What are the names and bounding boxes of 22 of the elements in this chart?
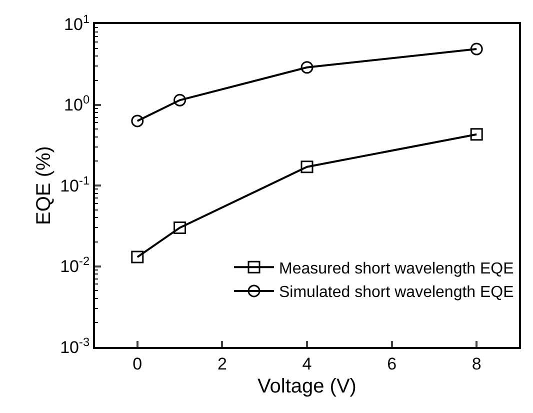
x-tick-label: 8 bbox=[472, 354, 482, 374]
y-axis-title: EQE (%) bbox=[33, 146, 56, 225]
point bbox=[131, 114, 144, 128]
point bbox=[470, 42, 483, 56]
y-tick-label: 10$^{1}$ bbox=[64, 12, 90, 34]
x-tick-label: 6 bbox=[387, 354, 397, 374]
point bbox=[131, 250, 144, 264]
point bbox=[470, 128, 483, 141]
point bbox=[174, 221, 186, 234]
x-tick-label: 2 bbox=[217, 354, 227, 374]
point bbox=[300, 61, 314, 74]
y-tick-label: 10$^{-3}$ bbox=[60, 334, 90, 357]
x-axis-title: Voltage (V) bbox=[258, 375, 356, 398]
legend-label: Simulated short wavelength EQE bbox=[279, 284, 514, 302]
x-tick-label: 0 bbox=[132, 354, 142, 374]
legend-label: Measured short wavelength EQE bbox=[279, 260, 514, 278]
point bbox=[300, 160, 314, 174]
point bbox=[174, 94, 186, 106]
y-tick-label: 10$^{-1}$ bbox=[60, 173, 90, 196]
y-tick-label: 10$^{-2}$ bbox=[60, 254, 90, 276]
x-tick-label: 4 bbox=[302, 354, 312, 374]
y-tick-label: 10$^{0}$ bbox=[64, 92, 90, 115]
